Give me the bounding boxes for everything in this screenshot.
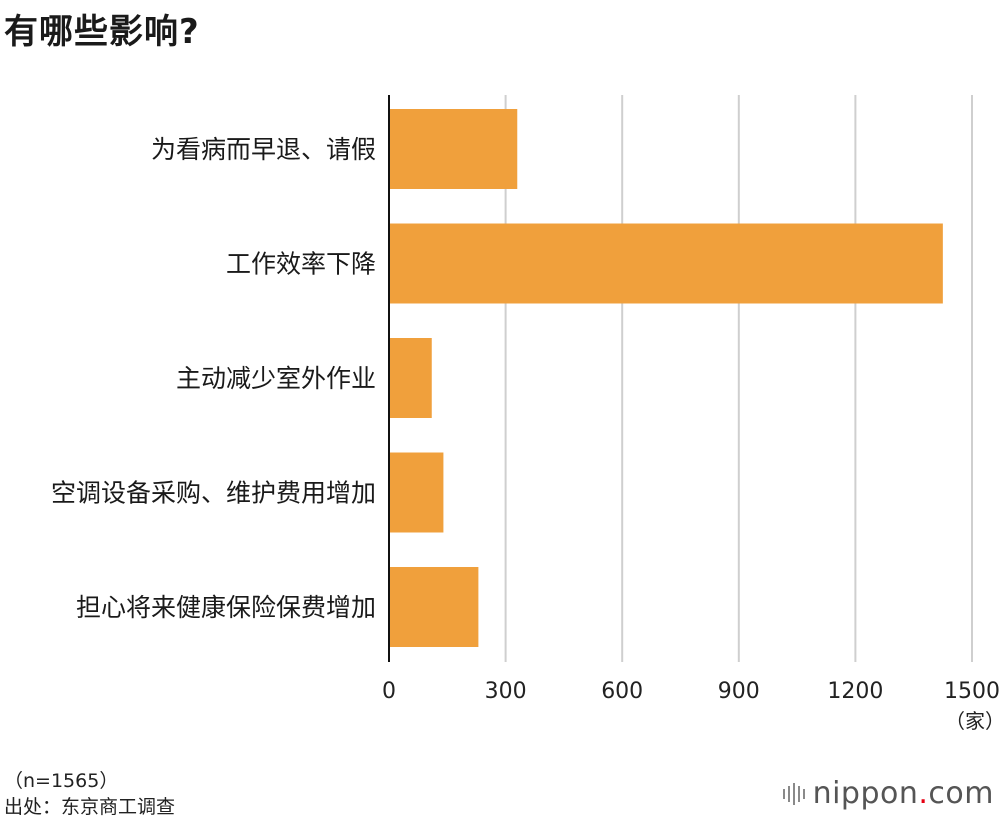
bar xyxy=(390,109,518,189)
category-label: 空调设备采购、维护费用增加 xyxy=(51,479,376,508)
logo-mark-icon xyxy=(782,782,805,805)
category-label: 担心将来健康保险保费增加 xyxy=(76,593,376,622)
category-label: 主动减少室外作业 xyxy=(176,364,376,393)
x-tick-label: 1500 xyxy=(944,679,1000,704)
category-label: 为看病而早退、请假 xyxy=(151,135,376,164)
x-tick-label: 300 xyxy=(485,679,527,704)
bars xyxy=(390,109,943,647)
bar xyxy=(390,452,444,533)
x-tick-label: 1200 xyxy=(827,679,883,704)
chart-title: 有哪些影响? xyxy=(4,12,200,52)
category-label: 工作效率下降 xyxy=(226,250,376,279)
gridlines xyxy=(504,95,973,662)
category-labels: 为看病而早退、请假工作效率下降主动减少室外作业空调设备采购、维护费用增加担心将来… xyxy=(51,135,376,622)
bar xyxy=(390,567,479,647)
x-tick-label: 600 xyxy=(601,679,643,704)
bar-chart: 为看病而早退、请假工作效率下降主动减少室外作业空调设备采购、维护费用增加担心将来… xyxy=(51,95,1000,733)
x-unit-label: （家） xyxy=(945,709,1000,733)
x-tick-label: 0 xyxy=(382,679,396,704)
x-tick-label: 900 xyxy=(718,679,760,704)
sample-size-note: （n=1565） xyxy=(4,770,119,792)
x-tick-labels: 0 300 600 900 1200 1500 xyxy=(382,679,1000,704)
logo-text: nippon.com xyxy=(812,776,994,811)
bar xyxy=(390,223,943,304)
bar xyxy=(390,338,432,418)
source-note: 出处：东京商工调查 xyxy=(4,796,176,818)
nippon-logo: nippon.com xyxy=(782,776,994,811)
